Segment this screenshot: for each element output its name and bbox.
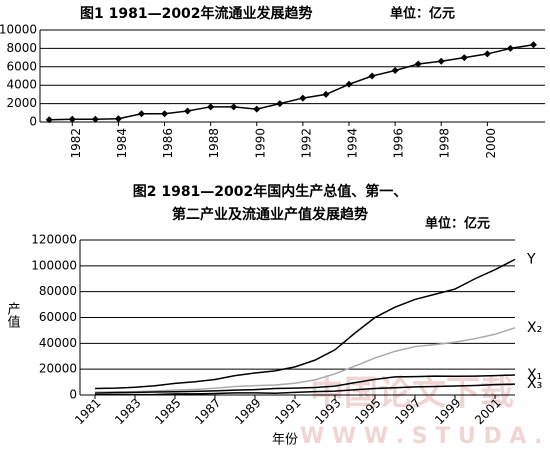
point-marker [45,116,53,124]
x-tick-label: 1985 [152,396,183,427]
point-marker [68,115,76,123]
point-marker [253,105,261,113]
x-tick-label: 1992 [299,128,313,159]
series-label: X₂ [527,320,542,336]
point-marker [437,57,445,65]
series-line [94,258,516,390]
point-marker [184,107,192,115]
x-tick-label: 1984 [115,128,129,159]
chart2-title: 第二产业及流通业产值发展趋势 [172,206,368,223]
chart1-title: 图1 1981—2002年流通业发展趋势 [80,5,313,22]
x-tick-label: 2000 [484,128,498,159]
point-marker [368,72,376,80]
y-tick-label: 20000 [39,362,77,376]
y-tick-label: 120000 [31,233,77,247]
y-tick-label: 40000 [39,336,77,350]
y-tick-label: 80000 [39,284,77,298]
x-tick-label: 1998 [438,128,452,159]
point-marker [483,50,491,58]
chart2-title: 图2 1981—2002年国内生产总值、第一、 [133,183,408,200]
point-marker [207,103,215,111]
point-marker [299,94,307,102]
x-tick-label: 1991 [272,396,303,427]
x-tick-label: 1988 [207,128,221,159]
point-marker [137,110,145,118]
point-marker [114,115,122,123]
point-marker [529,41,537,49]
y-tick-label: 0 [29,115,37,129]
point-marker [391,66,399,74]
point-marker [322,90,330,98]
x-axis-label: 年份 [272,433,298,448]
y-tick-label: 100000 [31,258,77,272]
series-line [94,374,516,394]
series-line [49,43,534,121]
y-tick-label: 10000 [0,23,37,37]
x-tick-label: 1989 [232,396,263,427]
x-tick-label: 1996 [392,128,406,159]
y-tick-label: 6000 [6,59,37,73]
series-line [94,383,516,396]
point-marker [276,100,284,108]
x-tick-label: 1982 [69,128,83,159]
point-marker [161,110,169,118]
watermark: 中国论文下载 [310,374,514,414]
point-marker [345,80,353,88]
x-tick-label: 1987 [192,396,223,427]
x-tick-label: 1994 [345,128,359,159]
chart1-unit: 单位：亿元 [390,6,455,22]
x-tick-label: 1983 [112,396,143,427]
watermark: W W W . S T U D A . [300,424,542,449]
x-tick-label: 1990 [253,128,267,159]
chart2-unit: 单位：亿元 [425,216,490,232]
y-tick-label: 8000 [6,41,37,55]
point-marker [230,103,238,111]
series-label: X₃ [527,376,542,392]
y-tick-label: 2000 [6,96,37,110]
point-marker [460,54,468,62]
y-tick-label: 60000 [39,310,77,324]
point-marker [506,44,514,52]
y-tick-label: 4000 [6,78,37,92]
point-marker [414,60,422,68]
series-line [94,327,516,393]
point-marker [91,115,99,123]
y-tick-label: 0 [69,388,77,402]
series-label: Y [526,251,536,267]
x-tick-label: 1986 [161,128,175,159]
y-axis-label: 产值 [5,302,21,329]
series-label: X₁ [527,367,542,383]
